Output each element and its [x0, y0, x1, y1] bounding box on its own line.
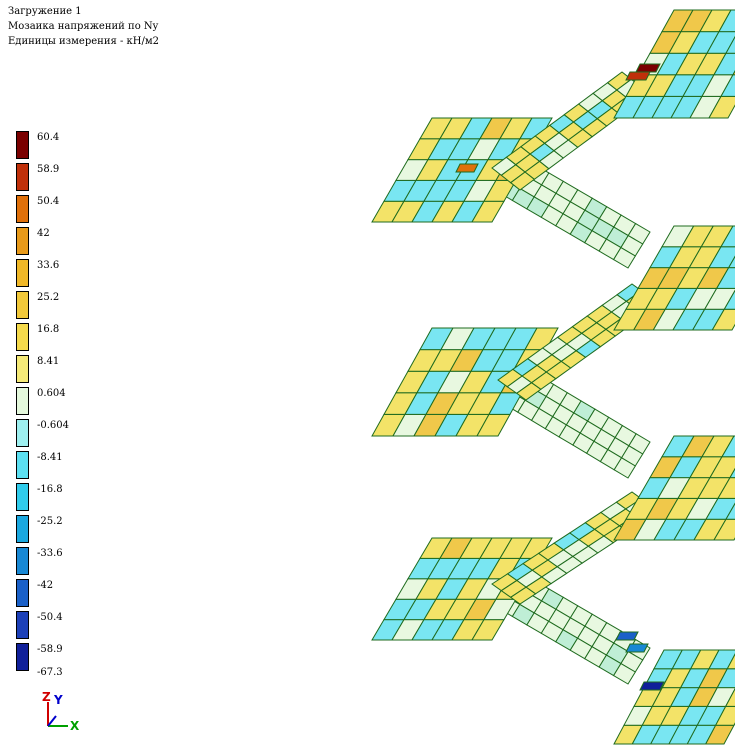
mesh-cell	[713, 52, 735, 76]
axis-triad: Z Y X	[42, 690, 80, 733]
mesh-cell	[726, 653, 735, 670]
legend-label: 16.8	[37, 324, 60, 335]
z-axis-label: Z	[42, 690, 51, 704]
mesh-cell	[727, 255, 735, 269]
stress-min-cell	[639, 681, 665, 691]
x-axis-label: X	[70, 719, 80, 733]
legend-label: 42	[37, 228, 50, 239]
mesh-cell	[708, 95, 735, 119]
mesh-cell	[705, 497, 735, 520]
mesh-cell	[720, 225, 735, 248]
mesh-cell	[725, 35, 735, 54]
mesh-cell	[724, 687, 735, 707]
legend-label: -0.604	[37, 420, 70, 431]
mesh-cell	[708, 246, 735, 269]
legend-label: -33.6	[37, 548, 63, 559]
legend-swatch	[16, 259, 29, 287]
mesh-cell	[703, 287, 735, 310]
mesh-cell	[714, 705, 735, 726]
landing-right	[613, 9, 735, 119]
diagram-header: Загружение 1 Мозаика напряжений по Ny Ед…	[8, 4, 159, 49]
legend-swatch	[16, 611, 29, 639]
stress-high-cell	[455, 163, 479, 173]
legend-swatch	[16, 163, 29, 191]
legend-swatch	[16, 579, 29, 607]
mesh-cell	[709, 456, 735, 479]
legend-label: 58.9	[37, 164, 60, 175]
mesh-cell	[717, 477, 735, 499]
mesh-cell	[716, 668, 735, 689]
legend-swatch	[16, 547, 29, 575]
y-axis-label: Y	[53, 693, 63, 707]
units-label: Единицы измерения - кН/м2	[8, 36, 160, 47]
legend-swatch	[16, 131, 29, 159]
stress-max-cell	[635, 63, 661, 73]
legend-label: 0.604	[37, 388, 66, 399]
legend-swatch	[16, 387, 29, 415]
load-case-title: Загружение 1	[8, 6, 82, 17]
landing-right	[613, 225, 735, 331]
stress-low-cell	[625, 643, 649, 653]
y-axis-line	[47, 715, 57, 727]
legend-swatch	[16, 419, 29, 447]
mesh-cell	[524, 327, 559, 351]
mesh-cell	[718, 9, 735, 33]
mosaic-title: Мозаика напряжений по Ny	[8, 21, 159, 32]
legend-label: -58.9	[37, 644, 63, 655]
legend-label: 60.4	[37, 132, 60, 143]
mesh-cell	[612, 246, 636, 269]
legend-swatch	[16, 515, 29, 543]
stress-high-cell	[625, 71, 651, 81]
legend-swatch	[16, 323, 29, 351]
mesh-cell	[612, 662, 636, 685]
legend-label: 25.2	[37, 292, 60, 303]
legend-label: 50.4	[37, 196, 60, 207]
legend-label: -8.41	[37, 452, 63, 463]
stress-low-cell	[615, 631, 639, 641]
legend-swatch	[16, 227, 29, 255]
legend-label: -16.8	[37, 484, 63, 495]
legend-swatch	[16, 195, 29, 223]
mesh-cell	[723, 289, 735, 310]
mesh-cell	[708, 649, 735, 670]
landing-right	[613, 649, 735, 745]
legend-label: -50.4	[37, 612, 63, 623]
legend-label: -25.2	[37, 516, 63, 527]
mesh-cell	[720, 74, 735, 97]
mesh-cell	[721, 435, 735, 458]
legend-label: 33.6	[37, 260, 60, 271]
legend-label: 8.41	[37, 356, 60, 367]
mesh-cell	[715, 267, 735, 289]
legend-label-min: -67.3	[37, 667, 63, 678]
mesh-cell	[706, 31, 735, 54]
legend-swatch	[16, 291, 29, 319]
landing-right	[613, 435, 735, 541]
mesh-cell	[711, 308, 735, 331]
legend-swatch	[16, 643, 29, 671]
mesh-cell	[713, 518, 735, 541]
mesh-cell	[725, 502, 735, 520]
legend-swatch	[16, 355, 29, 383]
mesh-cell	[729, 467, 735, 479]
mesh-cell	[613, 457, 636, 479]
legend-swatch	[16, 451, 29, 479]
legend-label: -42	[37, 580, 54, 591]
legend-swatch	[16, 483, 29, 511]
